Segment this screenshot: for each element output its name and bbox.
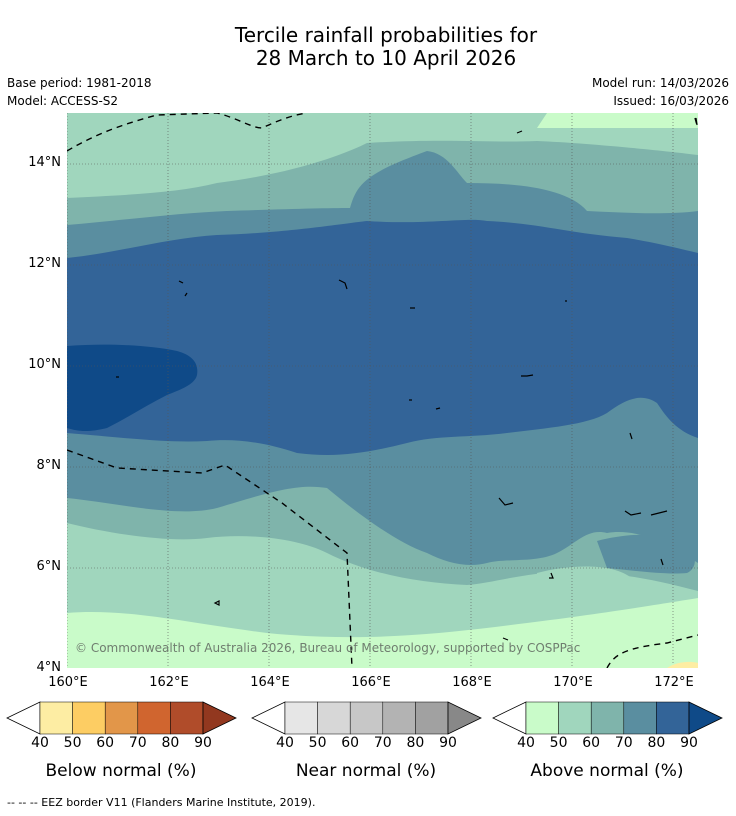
colorbar-below-under <box>6 701 41 735</box>
island <box>521 374 534 377</box>
colorbar-above-tick: 50 <box>549 735 568 751</box>
colorbar-near-segment <box>317 701 351 735</box>
colorbar-above-segment <box>656 701 690 735</box>
colorbar-above-segment <box>558 701 592 735</box>
colorbar-near-segment <box>349 701 384 735</box>
colorbar-near-segment <box>415 701 449 735</box>
colorbar-near-over <box>447 701 482 735</box>
meta-right: Model run: 14/03/2026 Issued: 16/03/2026 <box>592 74 729 110</box>
colorbar-near-tick: 60 <box>341 735 360 751</box>
colorbar-below-segment <box>104 701 139 735</box>
colorbar-below-tick: 60 <box>96 735 115 751</box>
colorbar-near-tick: 80 <box>406 735 425 751</box>
lat-label-6: 6°N <box>36 559 62 574</box>
lon-label-170: 170°E <box>553 675 593 690</box>
colorbar-above-segment <box>525 701 559 735</box>
lat-label-10: 10°N <box>28 357 61 372</box>
colorbar-below-tick: 70 <box>128 735 147 751</box>
colorbar-near-tick: 90 <box>439 735 457 751</box>
graticule <box>67 113 698 668</box>
colorbar-above <box>492 701 723 735</box>
colorbar-label-above: Above normal (%) <box>530 761 684 781</box>
colorbar-near-tick: 70 <box>373 735 392 751</box>
colorbar-below-tick: 50 <box>63 735 82 751</box>
colorbar-above-tick: 60 <box>582 735 601 751</box>
contour-over-90 <box>67 344 198 432</box>
island <box>184 292 188 297</box>
model-run: Model run: 14/03/2026 <box>591 76 729 90</box>
lat-label-14: 14°N <box>28 155 61 170</box>
contour-80-90 <box>67 219 698 455</box>
colorbar-below-segment <box>137 701 171 735</box>
island <box>435 407 441 410</box>
colorbar-near-tick: 40 <box>276 735 294 751</box>
colorbar-above-segment <box>623 701 657 735</box>
island <box>502 637 509 641</box>
island <box>213 600 220 606</box>
lon-label-160: 160°E <box>48 675 88 690</box>
island <box>516 130 523 134</box>
map-title-line1: Tercile rainfall probabilities for <box>234 23 538 47</box>
colorbar-above-tick: 80 <box>647 735 666 751</box>
lat-label-4: 4°N <box>36 660 62 675</box>
colorbar-above-tick: 70 <box>614 735 633 751</box>
colorbar-label-near: Near normal (%) <box>295 761 437 781</box>
eez-border-south-east <box>606 634 698 668</box>
colorbar-above-over <box>688 701 723 735</box>
eez-border-south-west <box>67 449 353 668</box>
lon-label-162: 162°E <box>149 675 189 690</box>
islands <box>116 117 698 641</box>
colorbar-below-segment <box>39 701 73 735</box>
island <box>178 280 184 284</box>
colorbars <box>6 701 723 735</box>
colorbar-near <box>251 701 482 735</box>
colorbar-label-below: Below normal (%) <box>45 761 197 781</box>
colorbar-near-segment <box>382 701 416 735</box>
lat-label-12: 12°N <box>28 256 61 271</box>
lon-label-166: 166°E <box>351 675 391 690</box>
model-name: Model: ACCESS-S2 <box>7 94 119 108</box>
map-title-line2: 28 March to 10 April 2026 <box>255 46 517 70</box>
colorbar-below-over <box>202 701 237 735</box>
island <box>338 279 348 290</box>
rainfall-map <box>67 113 698 668</box>
island <box>629 432 664 566</box>
colorbar-above-under <box>492 701 527 735</box>
island <box>498 497 514 506</box>
lon-label-172: 172°E <box>654 675 694 690</box>
colorbar-above-segment <box>590 701 625 735</box>
colorbar-below <box>6 701 237 735</box>
island <box>624 510 668 516</box>
island <box>549 572 554 579</box>
colorbar-below-segment <box>72 701 106 735</box>
copyright-notice: © Commonwealth of Australia 2026, Bureau… <box>75 641 581 655</box>
eez-border-north <box>67 113 308 152</box>
contour-70-80-lobe <box>597 534 695 574</box>
contour-50-60-lobe <box>537 566 634 605</box>
issued-date: Issued: 16/03/2026 <box>613 94 729 108</box>
base-period: Base period: 1981-2018 <box>7 76 152 90</box>
colorbar-near-under <box>251 701 286 735</box>
colorbar-below-tick: 40 <box>31 735 49 751</box>
colorbar-above-tick: 90 <box>680 735 698 751</box>
island <box>695 117 698 126</box>
colorbar-above-tick: 40 <box>517 735 535 751</box>
colorbar-below-tick: 90 <box>194 735 212 751</box>
colorbar-below-tick: 80 <box>161 735 180 751</box>
meta-left: Base period: 1981-2018 Model: ACCESS-S2 <box>7 74 152 110</box>
colorbar-near-tick: 50 <box>308 735 327 751</box>
colorbar-near-segment <box>284 701 318 735</box>
lat-label-8: 8°N <box>36 458 62 473</box>
below-normal-patch <box>667 661 698 668</box>
lon-label-164: 164°E <box>250 675 290 690</box>
map-area <box>67 113 698 668</box>
eez-footnote: -- -- -- EEZ border V11 (Flanders Marine… <box>7 796 316 809</box>
colorbar-below-segment <box>170 701 204 735</box>
lon-label-168: 168°E <box>452 675 492 690</box>
